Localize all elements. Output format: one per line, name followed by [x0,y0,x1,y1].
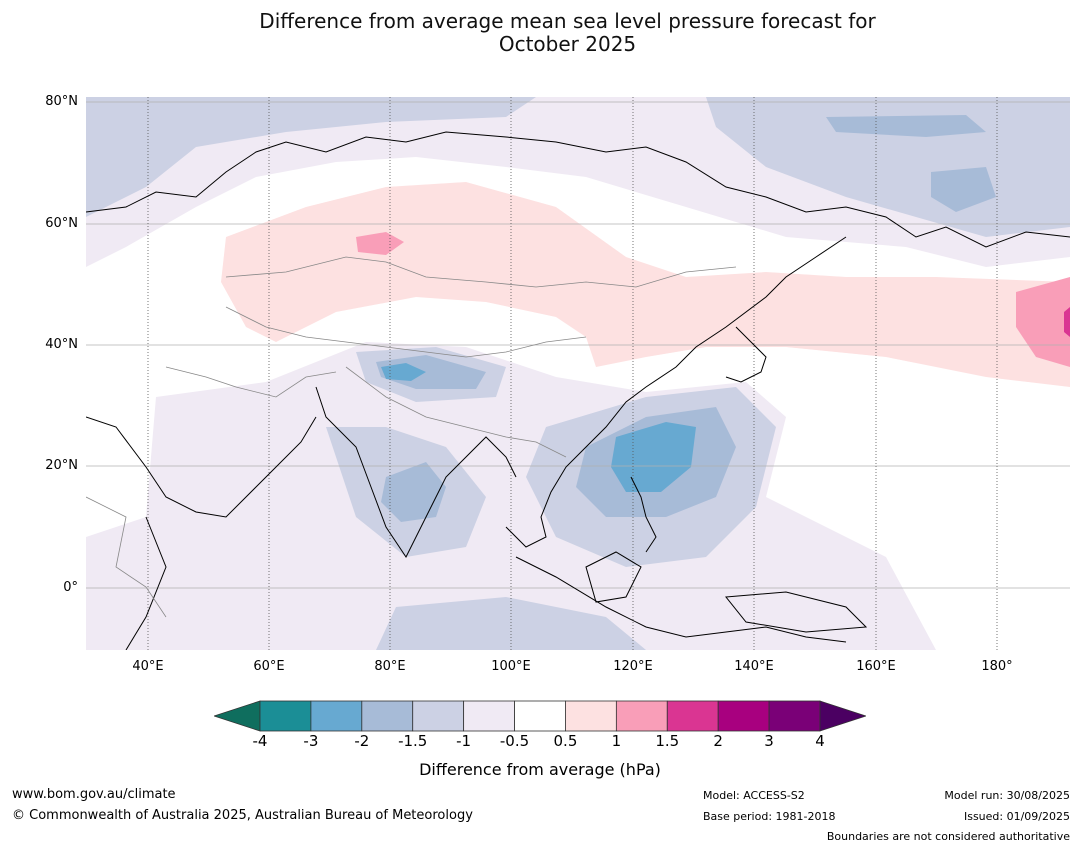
colorbar-label: Difference from average (hPa) [419,760,661,779]
coastline-new-guinea [725,591,868,633]
footer-website: www.bom.gov.au/climate [12,787,176,802]
colorbar-segment [615,700,668,732]
lat-label-0: 0° [63,580,78,595]
lon-label-80e: 80°E [374,659,406,674]
lat-label-60n: 60°N [45,216,78,231]
colorbar-segment [259,700,312,732]
map-title-line2: October 2025 [498,32,637,56]
lon-label-40e: 40°E [132,659,164,674]
colorbar-tick-label: -4 [252,732,268,750]
coastline-arabia-africa [86,416,317,650]
shade-strong-positive-pacific [1064,307,1070,337]
colorbar-tick-label: 1 [611,732,622,750]
pressure-anomaly-map [86,97,1070,650]
shade-very-strong-negative-wpac [611,422,696,492]
colorbar-tick-label: 4 [815,732,825,750]
colorbar-tick-label: -2 [354,732,370,750]
coastline-india [315,386,517,558]
lat-label-40n: 40°N [45,337,78,352]
map-canvas [86,97,1070,650]
coastline-philippines [630,476,657,553]
border-central-asia [225,306,587,358]
colorbar-segment [666,700,719,732]
shade-moderate-positive-russia [356,232,404,255]
colorbar-segment [768,700,821,732]
footer-model-run: Model run: 30/08/2025 [944,789,1070,802]
lon-label-100e: 100°E [491,659,531,674]
shade-moderate-negative-north [86,97,536,217]
shade-moderate-positive-pacific [1016,277,1070,367]
colorbar-extension-low [214,700,261,732]
colorbar-segment [310,700,363,732]
colorbar-tick-label: -3 [303,732,319,750]
shade-strong-negative-siberia [931,167,996,212]
footer-copyright: © Commonwealth of Australia 2025, Austra… [12,808,473,823]
colorbar-segment [514,700,566,732]
coastline-indonesia [515,556,847,643]
lat-label-20n: 20°N [45,458,78,473]
shade-strong-negative-bay [381,462,446,522]
footer-disclaimer: Boundaries are not considered authoritat… [826,830,1070,843]
coastline-arctic [86,131,1070,248]
shade-very-strong-negative-tibet [381,363,426,381]
border-russia-south [225,256,737,288]
lon-label-180: 180° [981,659,1013,674]
longitude-gridlines [147,97,998,650]
map-title: Difference from average mean sea level p… [0,10,1081,56]
anomaly-shading [86,97,1070,650]
footer-base-period: Base period: 1981-2018 [703,810,836,823]
lat-label-80n: 80°N [45,94,78,109]
coastline-japan [725,326,767,383]
footer-issued: Issued: 01/09/2025 [963,810,1070,823]
shade-strong-negative-northeast [826,115,986,137]
lon-label-120e: 120°E [613,659,653,674]
lon-label-160e: 160°E [856,659,896,674]
colorbar-tick-label: -1.5 [398,732,428,750]
colorbar-tick-label: -0.5 [499,732,530,750]
lon-label-60e: 60°E [253,659,285,674]
colorbar-segment [412,700,465,732]
map-title-line1: Difference from average mean sea level p… [259,9,876,33]
border-africa [86,496,167,618]
border-china-south [345,366,567,458]
border-middle-east [165,366,337,398]
colorbar-segment [717,700,770,732]
colorbar-extension-high [819,700,866,732]
lon-label-140e: 140°E [734,659,774,674]
coastline-borneo [585,551,642,603]
colorbar [214,700,866,732]
colorbar-tick-label: 1.5 [655,732,680,750]
coastline-east-asia [505,236,847,548]
colorbar-segment [463,700,515,732]
country-borders [86,256,737,618]
coastlines [86,131,1070,650]
colorbar-tick-label: 3 [764,732,774,750]
colorbar-segment [361,700,414,732]
colorbar-tick-label: 0.5 [553,732,578,750]
latitude-gridlines [86,101,1070,589]
colorbar-segment [565,700,617,732]
shade-moderate-negative-indianocean [376,597,646,650]
footer-model: Model: ACCESS-S2 [703,789,805,802]
colorbar-tick-label: -1 [456,732,472,750]
colorbar-tick-label: 2 [713,732,723,750]
